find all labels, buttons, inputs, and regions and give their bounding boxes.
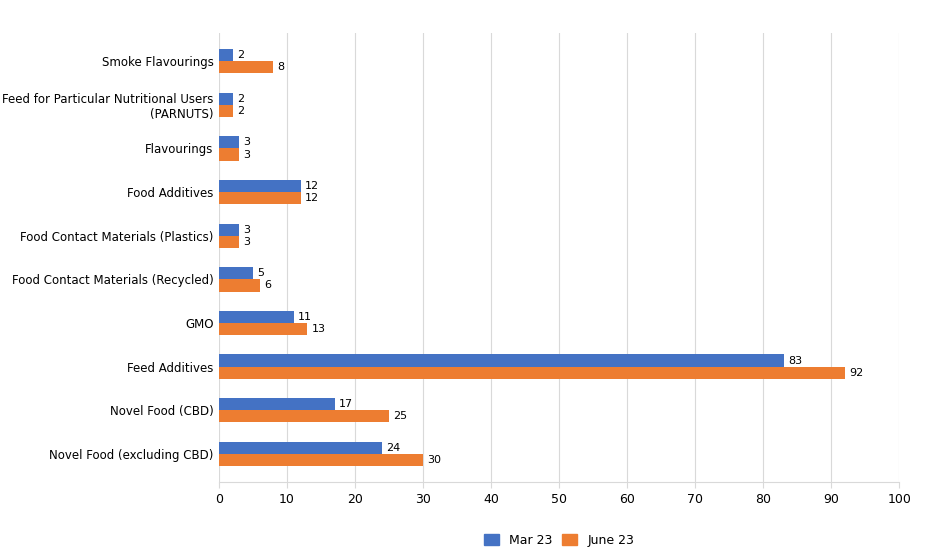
Legend: Mar 23, June 23: Mar 23, June 23 [479,529,639,548]
Bar [219,49,233,61]
Text: 6: 6 [264,281,271,290]
Text: 83: 83 [788,356,802,366]
Bar [219,355,784,367]
Bar [219,105,233,117]
Bar [219,279,260,292]
Bar [219,149,240,161]
Bar [219,442,382,454]
Bar [219,323,308,335]
Bar [219,367,845,379]
Text: 2: 2 [237,94,244,104]
Text: 25: 25 [393,412,407,421]
Text: 2: 2 [237,106,244,116]
Bar [219,61,273,73]
Bar [219,224,240,236]
Text: 11: 11 [298,312,312,322]
Text: 92: 92 [849,368,863,378]
Text: 30: 30 [427,455,441,465]
Bar [219,398,335,410]
Text: 3: 3 [243,225,251,235]
Text: 17: 17 [338,399,353,409]
Bar [219,454,423,466]
Text: 5: 5 [257,269,264,278]
Text: 13: 13 [311,324,325,334]
Bar [219,311,294,323]
Bar [219,267,253,279]
Bar [219,136,240,149]
Bar [219,236,240,248]
Text: 2: 2 [237,50,244,60]
Text: 3: 3 [243,138,251,147]
Text: 12: 12 [305,193,319,203]
Text: 24: 24 [387,443,401,453]
Bar [219,192,301,204]
Text: 3: 3 [243,150,251,159]
Bar [219,410,390,423]
Bar [219,93,233,105]
Bar [219,180,301,192]
Text: 12: 12 [305,181,319,191]
Text: 3: 3 [243,237,251,247]
Text: 8: 8 [278,62,284,72]
